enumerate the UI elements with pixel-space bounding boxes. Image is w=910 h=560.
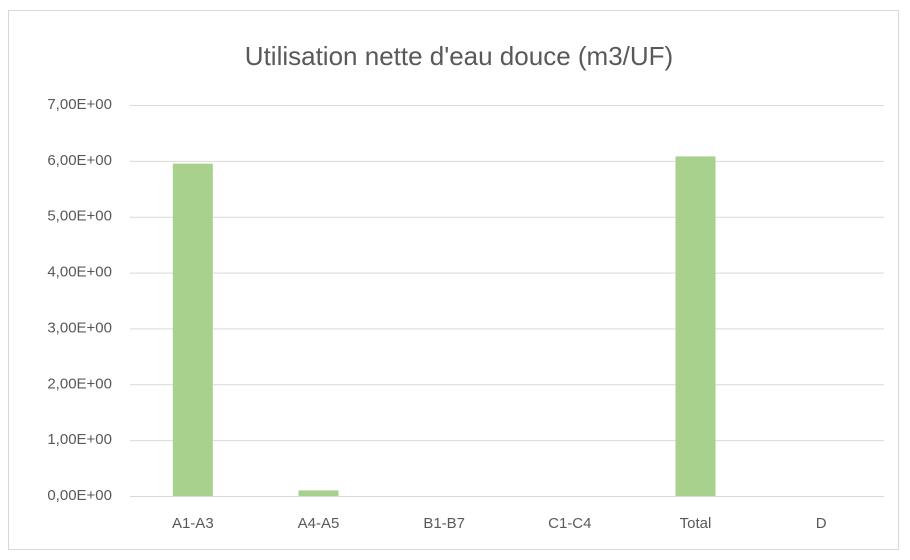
y-tick-label: 4,00E+00 [47, 264, 112, 281]
x-tick-label: D [816, 515, 827, 532]
chart-title: Utilisation nette d'eau douce (m3/UF) [245, 41, 673, 71]
y-tick-label: 1,00E+00 [47, 431, 112, 448]
x-tick-label: Total [680, 515, 712, 532]
y-tick-label: 3,00E+00 [47, 319, 112, 336]
bar [298, 490, 339, 496]
x-tick-label: C1-C4 [548, 515, 591, 532]
y-tick-label: 2,00E+00 [47, 375, 112, 392]
chart-frame [8, 10, 899, 550]
x-tick-label: A1-A3 [172, 515, 214, 532]
y-tick-label: 7,00E+00 [47, 96, 112, 113]
x-tick-label: A4-A5 [298, 515, 340, 532]
y-tick-label: 6,00E+00 [47, 152, 112, 169]
bar [675, 156, 716, 497]
y-tick-label: 5,00E+00 [47, 208, 112, 225]
y-tick-label: 0,00E+00 [47, 487, 112, 504]
bar [172, 163, 213, 496]
x-tick-label: B1-B7 [423, 515, 465, 532]
